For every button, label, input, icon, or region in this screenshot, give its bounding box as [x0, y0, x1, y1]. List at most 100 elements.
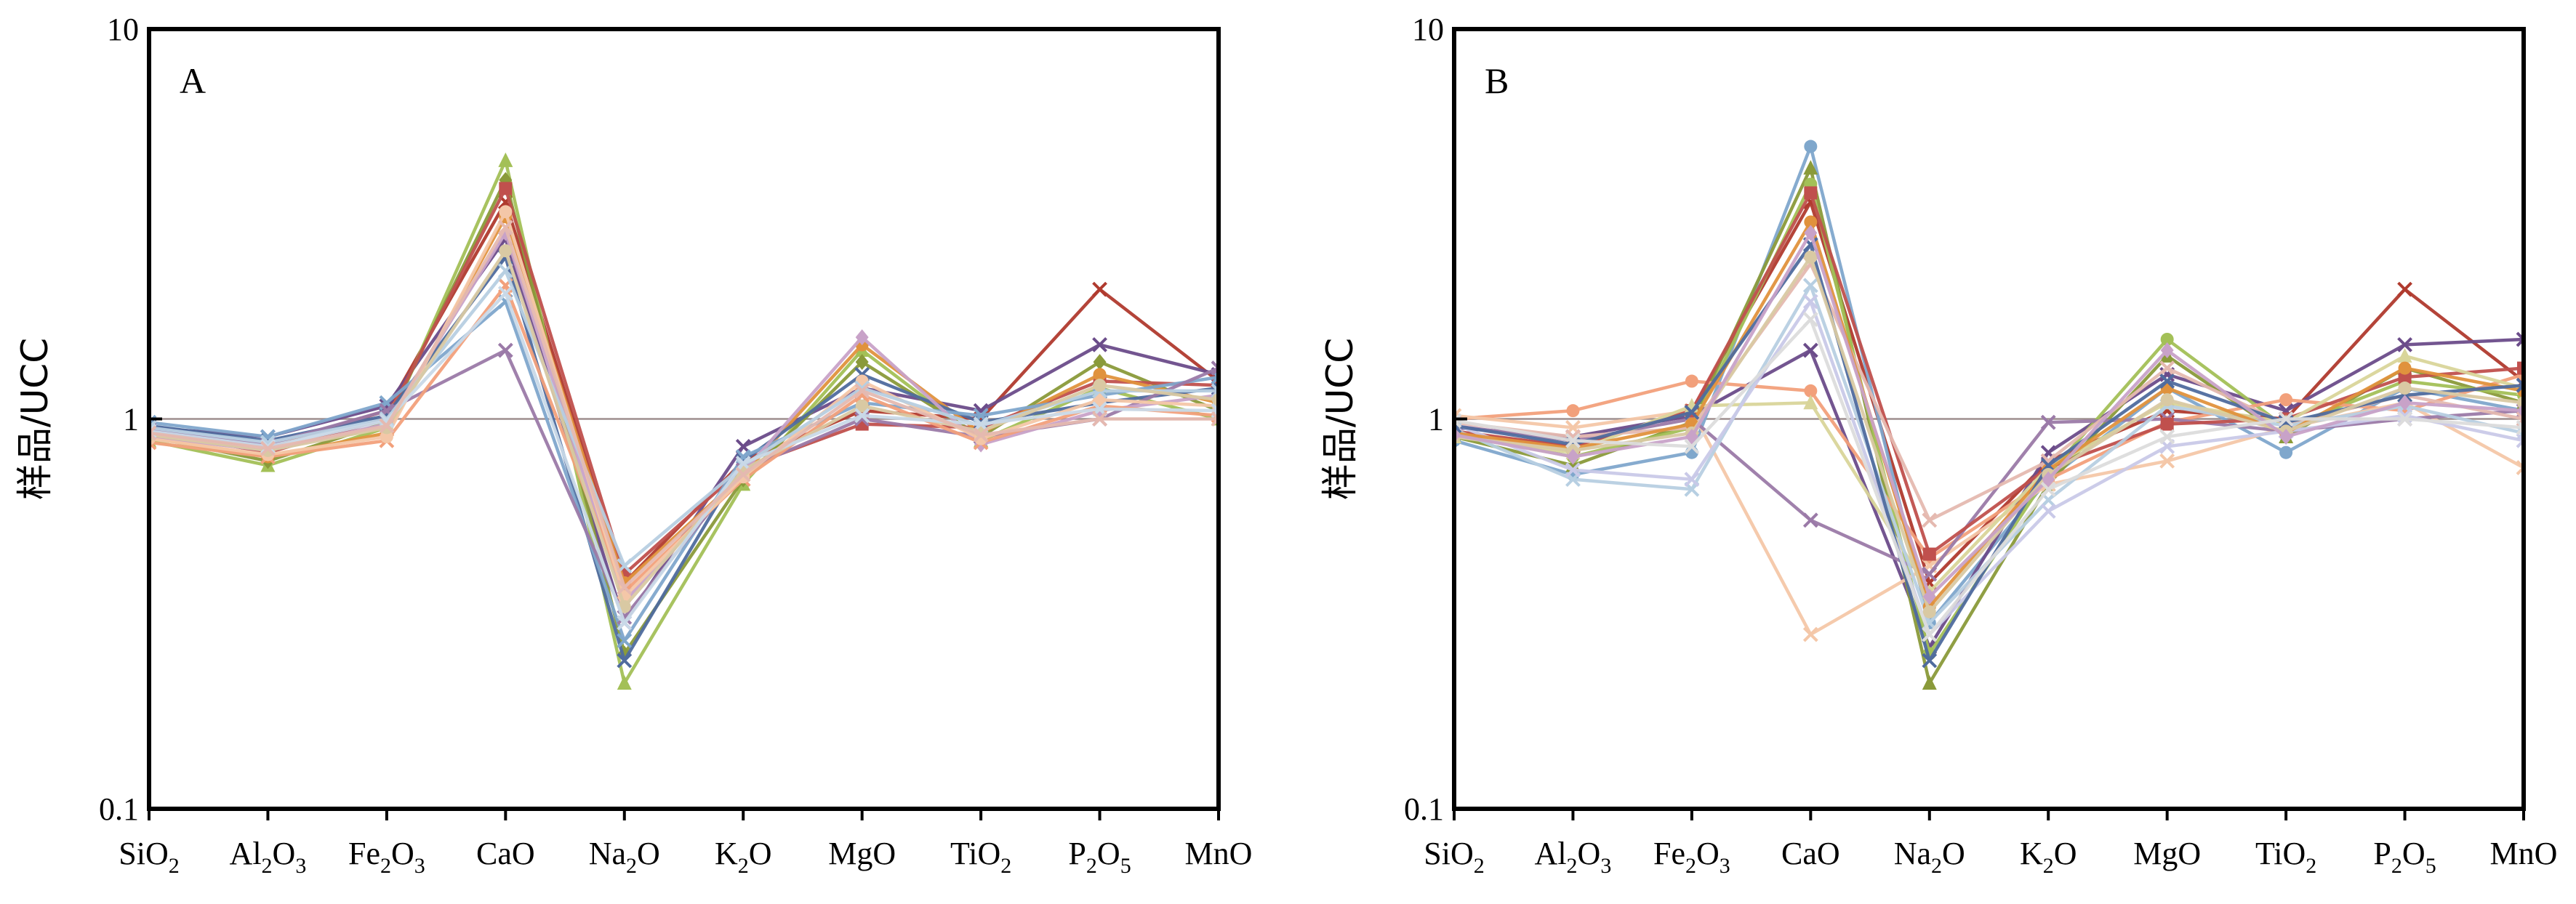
series-line	[1454, 166, 2524, 685]
panel-label: A	[180, 60, 206, 101]
data-point	[2279, 445, 2293, 459]
x-tick-label: Na2O	[1894, 836, 1965, 878]
series-line	[149, 200, 1219, 585]
data-point	[2042, 471, 2055, 488]
data-point	[2159, 453, 2175, 469]
data-point	[1922, 626, 1938, 642]
series-line	[149, 255, 1219, 663]
y-axis-label: 样品/UCC	[1319, 338, 1361, 500]
data-point	[1684, 404, 1700, 420]
data-point	[499, 205, 513, 219]
data-point	[2516, 420, 2524, 435]
data-point	[1092, 336, 1107, 352]
data-point	[1454, 413, 1462, 429]
data-point	[1804, 384, 1818, 397]
series-line	[149, 225, 1219, 589]
data-point	[499, 244, 513, 258]
x-tick-label: Fe2O3	[1653, 836, 1730, 878]
x-tick-label: Al2O3	[1535, 836, 1612, 878]
data-point	[1093, 354, 1107, 371]
data-point	[854, 383, 870, 399]
data-point	[1804, 225, 1818, 241]
data-point	[2278, 411, 2294, 427]
data-point	[854, 408, 870, 424]
data-point	[2398, 361, 2412, 375]
data-point	[1684, 438, 1700, 454]
series-line	[1454, 318, 2524, 637]
data-point	[1566, 448, 1580, 465]
series-line	[1454, 337, 2524, 649]
series-line	[149, 348, 1219, 619]
data-point	[617, 675, 632, 690]
data-point	[2397, 347, 2412, 363]
data-point	[1803, 395, 1818, 410]
data-point	[1804, 215, 1818, 229]
data-point	[2398, 370, 2412, 384]
series-line	[149, 291, 1219, 625]
data-point	[1211, 360, 1219, 376]
data-point	[1684, 472, 1700, 488]
x-tick-label: Al2O3	[230, 836, 307, 878]
data-point	[497, 219, 513, 235]
data-point	[1092, 411, 1107, 427]
data-point	[2398, 382, 2412, 395]
x-tick-label: CaO	[1781, 836, 1840, 871]
data-point	[617, 653, 633, 669]
data-point	[617, 579, 633, 595]
data-point	[1685, 374, 1698, 388]
x-tick-label: P2O5	[2373, 836, 2436, 878]
data-point	[855, 354, 869, 371]
data-point	[2397, 411, 2412, 427]
data-point	[2160, 393, 2174, 407]
data-point	[1566, 404, 1580, 418]
y-tick-label: 1	[1428, 402, 1444, 437]
data-point	[1565, 432, 1581, 448]
series-line	[1454, 299, 2524, 637]
data-point	[499, 182, 513, 195]
data-point	[2516, 331, 2524, 347]
data-point	[497, 342, 513, 358]
data-point	[973, 427, 989, 443]
data-point	[497, 286, 513, 302]
data-point	[2040, 481, 2056, 497]
data-point	[2516, 460, 2524, 475]
data-point	[2517, 361, 2524, 375]
data-point	[2279, 393, 2293, 407]
series-line	[149, 178, 1219, 655]
y-tick-label: 0.1	[1404, 791, 1444, 827]
x-tick-label: SiO2	[1424, 836, 1484, 878]
x-tick-label: MgO	[2133, 836, 2201, 871]
data-point	[1802, 512, 1818, 528]
series-line	[149, 249, 1219, 609]
data-point	[1922, 605, 1936, 618]
data-point	[855, 399, 869, 413]
x-tick-label: K2O	[715, 836, 772, 878]
x-tick-label: SiO2	[119, 836, 179, 878]
data-point	[1802, 278, 1818, 294]
data-point	[2516, 432, 2524, 448]
data-point	[1804, 140, 1818, 153]
data-point	[260, 440, 276, 456]
y-tick-label: 0.1	[99, 791, 139, 827]
data-point	[380, 430, 393, 444]
data-point	[1565, 462, 1581, 478]
data-point	[1093, 379, 1107, 392]
chart-panel-a: 10 1 0.1 SiO2 Al2O3 Fe2O3 CaO Na2O K2O MgO TiO2 P2O…	[14, 12, 1252, 878]
x-tick-label: P2O5	[1068, 836, 1131, 878]
series-line	[1454, 255, 2524, 614]
x-tick-label: Fe2O3	[348, 836, 425, 878]
data-point	[1802, 312, 1818, 327]
data-point	[1922, 589, 1936, 605]
data-point	[1802, 294, 1818, 310]
data-point	[2160, 417, 2174, 431]
data-point	[2397, 336, 2412, 352]
data-point	[1922, 675, 1937, 690]
data-point	[1092, 281, 1107, 297]
data-point	[735, 455, 751, 471]
chart-panel-b: 10 1 0.1 SiO2 Al2O3 Fe2O3 CaO Na2O K2O MgO TiO2 P2O…	[1319, 12, 2557, 878]
data-point	[735, 467, 751, 483]
data-point	[149, 425, 157, 441]
data-point	[2160, 342, 2174, 359]
data-point	[2398, 395, 2412, 411]
data-point	[1093, 368, 1107, 382]
